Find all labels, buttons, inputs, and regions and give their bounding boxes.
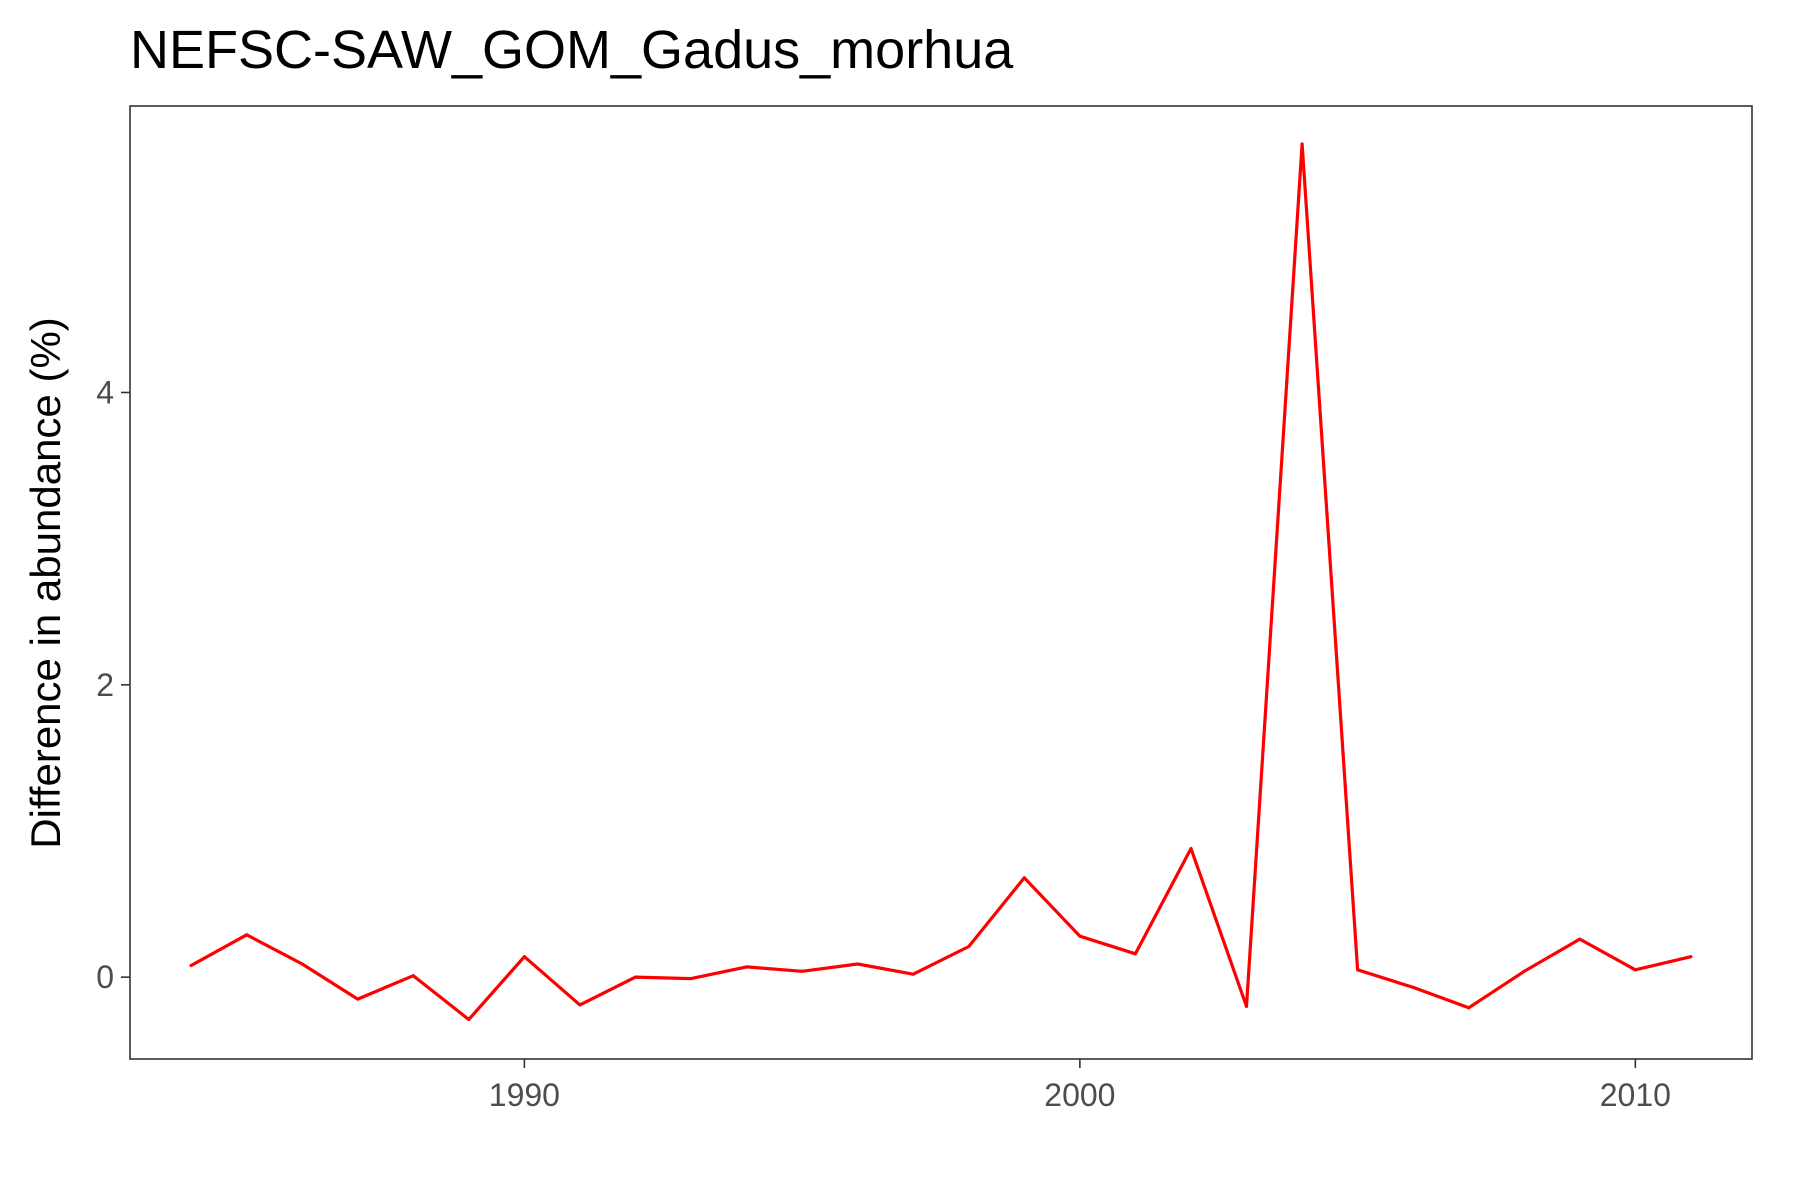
data-point: [189, 963, 193, 967]
data-point: [1633, 968, 1637, 972]
data-point: [800, 969, 804, 973]
data-point: [467, 1018, 471, 1022]
data-point: [633, 975, 637, 979]
data-point: [911, 972, 915, 976]
data-point: [856, 962, 860, 966]
data-point: [1689, 955, 1693, 959]
x-tick-label: 2000: [1044, 1077, 1115, 1113]
data-point: [1411, 985, 1415, 989]
y-tick-label: 0: [96, 959, 114, 995]
data-point: [1189, 847, 1193, 851]
data-point: [1467, 1006, 1471, 1010]
data-point: [245, 933, 249, 937]
data-point: [1022, 876, 1026, 880]
data-point: [1078, 934, 1082, 938]
data-point: [1300, 142, 1304, 146]
series-layer: [189, 142, 1693, 1022]
data-point: [1133, 952, 1137, 956]
x-tick-label: 2010: [1600, 1077, 1671, 1113]
data-point: [411, 974, 415, 978]
data-point: [1356, 968, 1360, 972]
data-point: [745, 965, 749, 969]
y-tick-label: 2: [96, 667, 114, 703]
series-line: [189, 142, 1693, 1022]
chart-title: NEFSC-SAW_GOM_Gadus_morhua: [130, 20, 1014, 80]
data-point: [300, 962, 304, 966]
data-point: [1578, 937, 1582, 941]
x-axis: 1990 2000 2010: [489, 1059, 1671, 1113]
data-point: [578, 1003, 582, 1007]
data-point: [1522, 969, 1526, 973]
y-axis-title: Difference in abundance (%): [22, 317, 69, 849]
y-axis: 0 2 4: [96, 374, 130, 995]
plot-panel-border: [129, 105, 1753, 1060]
data-point: [689, 977, 693, 981]
data-point: [967, 944, 971, 948]
data-point: [522, 955, 526, 959]
data-point: [356, 997, 360, 1001]
y-tick-label: 4: [96, 374, 114, 410]
x-tick-label: 1990: [489, 1077, 560, 1113]
data-point: [1245, 1004, 1249, 1008]
